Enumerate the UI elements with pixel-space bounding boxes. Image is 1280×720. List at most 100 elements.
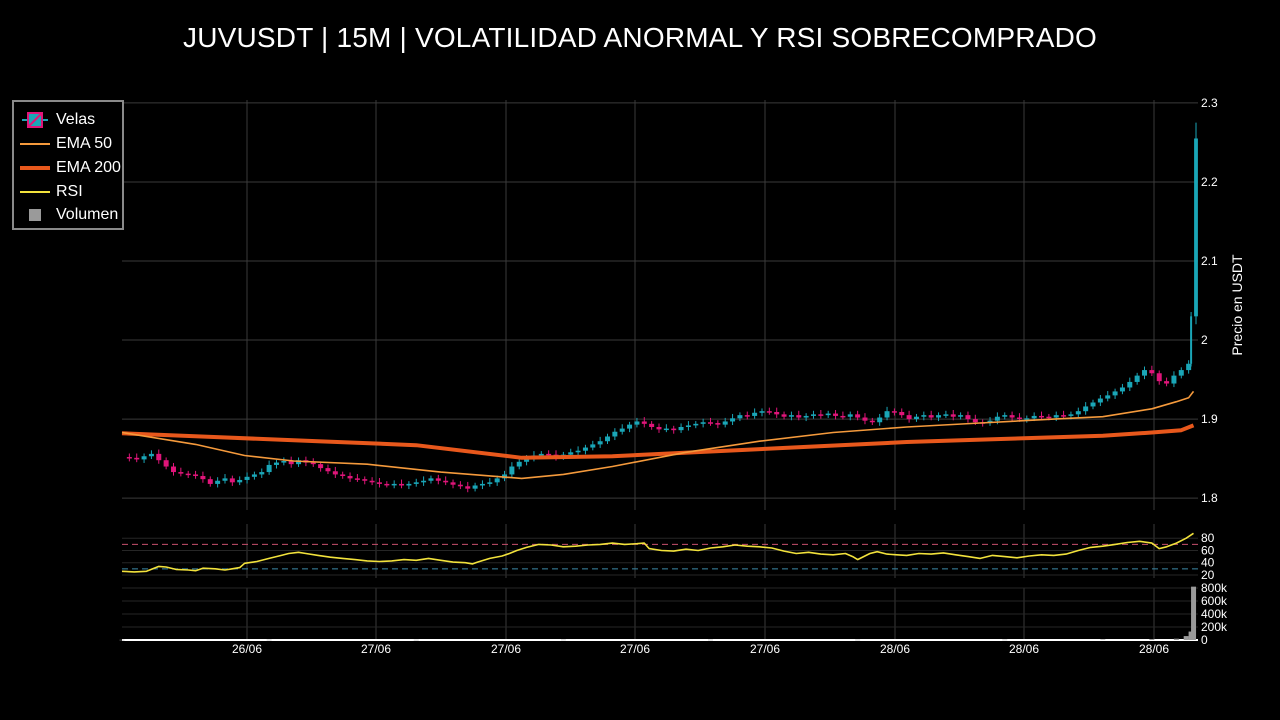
candle-body xyxy=(200,476,206,480)
volume-bar xyxy=(266,639,272,641)
candle-body xyxy=(487,482,493,484)
x-tick-label: 28/06 xyxy=(1009,642,1039,656)
candle-body xyxy=(568,452,574,455)
candle-body xyxy=(509,466,515,475)
candle-body xyxy=(1039,415,1045,418)
candle-body xyxy=(288,460,294,465)
volume-bar xyxy=(1191,586,1197,640)
ema200-line xyxy=(121,423,1195,460)
candle-body xyxy=(296,460,302,465)
candle-body xyxy=(384,483,390,486)
candle-body xyxy=(1031,415,1037,419)
candle-body xyxy=(443,480,449,483)
candle-body xyxy=(229,478,235,483)
volume-y-tick-label: 600k xyxy=(1201,594,1228,608)
candle-body xyxy=(796,415,802,418)
candle-body xyxy=(788,415,794,417)
price-y-axis-label: Precio en USDT xyxy=(1229,254,1245,356)
legend-item-ema50[interactable]: EMA 50 xyxy=(20,134,112,154)
candle-body xyxy=(656,427,662,430)
candle-body xyxy=(840,415,846,418)
volume-panel xyxy=(119,586,1198,641)
candle-body xyxy=(950,414,956,417)
volume-bar xyxy=(1149,639,1155,640)
candle-body xyxy=(744,415,750,417)
candle-body xyxy=(685,425,691,427)
candle-body xyxy=(1083,406,1089,412)
volume-bar xyxy=(560,639,566,641)
candle-body xyxy=(251,474,257,477)
candle-body xyxy=(715,423,721,425)
candle-body xyxy=(185,473,191,476)
candle-body xyxy=(244,476,250,480)
candle-body xyxy=(1156,373,1162,382)
candle-body xyxy=(406,483,412,486)
x-tick-label: 28/06 xyxy=(880,642,910,656)
candle-body xyxy=(457,484,463,487)
candle-body xyxy=(516,461,522,467)
legend-item-ema200[interactable]: EMA 200 xyxy=(20,158,121,178)
candle-body xyxy=(913,416,919,420)
candle-body xyxy=(781,414,787,417)
legend-label: EMA 50 xyxy=(56,135,113,152)
candle-body xyxy=(340,474,346,477)
candle-body xyxy=(1178,370,1184,376)
thick-line-icon xyxy=(20,158,50,178)
rsi-y-tick-label: 80 xyxy=(1201,531,1215,545)
candle-body xyxy=(156,453,162,461)
price-panel xyxy=(121,122,1198,493)
candle-body xyxy=(399,483,405,486)
candle-body xyxy=(1061,415,1067,417)
candle-body xyxy=(737,415,743,419)
candle-body xyxy=(590,444,596,448)
legend-label: RSI xyxy=(56,183,83,200)
x-tick-label: 27/06 xyxy=(361,642,391,656)
candle-body xyxy=(877,417,883,423)
volume-y-tick-label: 0 xyxy=(1201,633,1208,647)
candle-body xyxy=(259,472,265,475)
candle-body xyxy=(1009,415,1015,418)
ema50-line xyxy=(121,390,1195,480)
axis-labels: 26/06 27/06 27/06 27/06 27/06 28/06 28/06 28/06… xyxy=(232,96,1245,656)
candle-body xyxy=(1134,375,1140,382)
candle-body xyxy=(972,419,978,423)
legend-item-volumen[interactable]: Volumen xyxy=(20,205,118,225)
candle-body xyxy=(450,482,456,485)
candle-body xyxy=(325,468,331,472)
candle-body xyxy=(722,421,728,425)
candle-body xyxy=(1112,391,1118,396)
candle-body xyxy=(965,415,971,420)
candle-body xyxy=(193,474,199,477)
price-y-tick-label: 2 xyxy=(1201,333,1208,347)
candle-body xyxy=(170,466,176,473)
candle-body xyxy=(1068,414,1074,416)
candle-body xyxy=(649,423,655,427)
candle-body xyxy=(1149,370,1155,374)
candle-body xyxy=(413,482,419,484)
candle-body xyxy=(215,480,221,484)
candle-body xyxy=(833,413,839,416)
candle-body xyxy=(1171,375,1177,384)
candle-body xyxy=(266,464,272,473)
candle-body xyxy=(237,479,243,483)
candle-body xyxy=(1090,402,1096,407)
candle-body xyxy=(855,414,861,418)
candle-body xyxy=(332,471,338,475)
legend-label: Velas xyxy=(56,111,96,128)
volume-y-tick-label: 200k xyxy=(1201,620,1228,634)
rsi-y-tick-label: 40 xyxy=(1201,556,1215,570)
volume-bar xyxy=(707,639,713,641)
candle-body xyxy=(546,453,552,456)
legend-item-velas[interactable]: Velas xyxy=(20,110,95,130)
candle-body xyxy=(479,483,485,486)
grid-lines xyxy=(122,100,1198,641)
candle-body xyxy=(906,415,912,420)
candle-body xyxy=(605,436,611,442)
candle-body xyxy=(597,441,603,445)
candle-body xyxy=(928,415,934,418)
legend-item-rsi[interactable]: RSI xyxy=(20,182,83,202)
candle-body xyxy=(222,478,228,481)
price-y-tick-label: 2.2 xyxy=(1201,175,1218,189)
candle-body xyxy=(1024,418,1030,420)
candle-body xyxy=(1075,411,1081,415)
